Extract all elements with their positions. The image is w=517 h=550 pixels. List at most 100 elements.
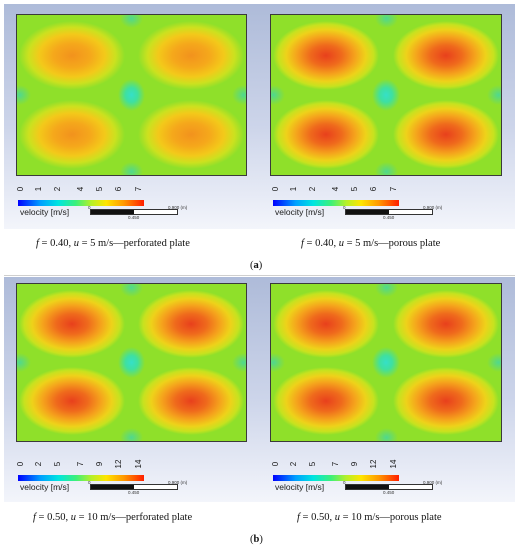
colorbar-legend-a-right: 0 1 2 4 5 6 7 velocity [m/s] 0 0.900 (m)… [270, 185, 473, 223]
velocity-lobe [19, 367, 125, 435]
colorbar [273, 200, 399, 206]
tick-label: 7 [388, 186, 398, 192]
colorbar-label: velocity [m/s] [275, 207, 325, 217]
tick-label: 2 [53, 186, 63, 192]
tick-label: 14 [388, 459, 398, 469]
u-value: = 10 m/s—porous plate [339, 512, 442, 523]
contour-plot-a-perforated [16, 14, 247, 176]
tick-label: 5 [53, 461, 63, 467]
edge-spot [17, 353, 31, 372]
velocity-lobe [273, 290, 380, 358]
tick-label: 0 [270, 461, 280, 467]
velocity-lobe [19, 21, 125, 91]
f-symbol: f [33, 512, 36, 523]
tick-label: 5 [349, 186, 359, 192]
tick-label: 12 [368, 459, 378, 469]
scale-zero: 0 [343, 205, 346, 210]
u-value: = 5 m/s—perforated plate [78, 238, 190, 249]
colorbar [273, 475, 399, 481]
tick-label: 1 [34, 186, 44, 192]
velocity-lobe [138, 367, 244, 435]
colorbar-label: velocity [m/s] [20, 207, 70, 217]
colorbar-legend-a-left: 0 1 2 4 5 6 7 velocity [m/s] 0 0.900 (m)… [15, 185, 218, 223]
colorbar-ticks: 0 1 2 4 5 6 7 [270, 185, 399, 199]
edge-spot [120, 284, 143, 297]
tick-label: 6 [113, 186, 123, 192]
panel-label-b: (b) [250, 534, 263, 545]
f-symbol: f [301, 238, 304, 249]
velocity-lobe [138, 21, 244, 91]
scale-end: 0.900 (m) [423, 480, 443, 485]
edge-spot [487, 85, 501, 105]
tick-label: 9 [94, 461, 104, 467]
caption-a-perforated: f = 0.40, u = 5 m/s—perforated plate [36, 238, 190, 249]
tick-label: 0 [270, 186, 280, 192]
edge-spot [487, 353, 501, 372]
low-velocity-center [117, 346, 146, 379]
tick-label: 4 [331, 186, 340, 192]
contour-plot-b-perforated [16, 283, 247, 442]
low-velocity-center [117, 79, 146, 111]
u-symbol: u [338, 238, 344, 249]
edge-spot [374, 162, 398, 175]
colorbar-ticks: 0 2 5 7 9 12 14 [16, 459, 144, 474]
velocity-lobe [392, 290, 499, 358]
tick-label: 0 [15, 186, 25, 192]
scale-zero: 0 [343, 480, 346, 485]
scale-zero: 0 [88, 480, 91, 485]
panel-divider [4, 275, 515, 276]
colorbar [18, 475, 144, 481]
tick-label: 5 [94, 186, 104, 192]
tick-label: 7 [133, 186, 143, 192]
u-value: = 10 m/s—perforated plate [75, 512, 193, 523]
scale-mid: 0.450 [383, 215, 395, 220]
velocity-lobe [19, 99, 125, 169]
edge-spot [232, 85, 246, 105]
tick-label: 6 [368, 186, 378, 192]
scale-bar [90, 484, 178, 490]
edge-spot [271, 85, 285, 105]
contour-plot-b-porous [270, 283, 502, 442]
edge-spot [120, 15, 143, 28]
velocity-lobe [273, 99, 380, 169]
tick-label: 12 [113, 459, 123, 469]
f-value: = 0.50, [299, 512, 335, 523]
f-symbol: f [36, 238, 39, 249]
tick-label: 14 [133, 459, 143, 469]
tick-label: 7 [331, 461, 340, 467]
scale-mid: 0.450 [383, 490, 395, 495]
u-symbol: u [73, 238, 79, 249]
tick-label: 7 [76, 461, 85, 467]
colorbar-legend-b-left: 0 2 5 7 9 12 14 velocity [m/s] 0 0.900 (… [16, 459, 218, 498]
colorbar-ticks: 0 1 2 4 5 6 7 [15, 185, 144, 199]
colorbar-label: velocity [m/s] [20, 482, 70, 492]
colorbar [18, 200, 144, 206]
colorbar-legend-b-right: 0 2 5 7 9 12 14 velocity [m/s] 0 0.900 (… [270, 459, 473, 498]
u-symbol: u [334, 512, 340, 523]
scale-bar [90, 209, 178, 215]
tick-label: 4 [76, 186, 85, 192]
tick-label: 9 [349, 461, 359, 467]
f-symbol: f [297, 512, 300, 523]
scale-mid: 0.450 [128, 215, 140, 220]
low-velocity-center [372, 346, 400, 379]
colorbar-ticks: 0 2 5 7 9 12 14 [270, 459, 399, 474]
edge-spot [374, 284, 398, 297]
caption-a-porous: f = 0.40, u = 5 m/s—porous plate [301, 238, 440, 249]
tick-label: 2 [308, 186, 318, 192]
edge-spot [374, 15, 398, 28]
velocity-lobe [392, 21, 499, 91]
scale-end: 0.900 (m) [168, 205, 188, 210]
f-value: = 0.40, [303, 238, 339, 249]
edge-spot [17, 85, 31, 105]
velocity-lobe [273, 21, 380, 91]
caption-b-porous: f = 0.50, u = 10 m/s—porous plate [297, 512, 442, 523]
scale-bar [345, 209, 433, 215]
velocity-lobe [19, 290, 125, 358]
velocity-lobe [392, 367, 499, 435]
scale-zero: 0 [88, 205, 91, 210]
edge-spot [374, 428, 398, 441]
panel-label-a: (a) [250, 260, 263, 271]
tick-label: 1 [289, 186, 299, 192]
scale-mid: 0.450 [128, 490, 140, 495]
